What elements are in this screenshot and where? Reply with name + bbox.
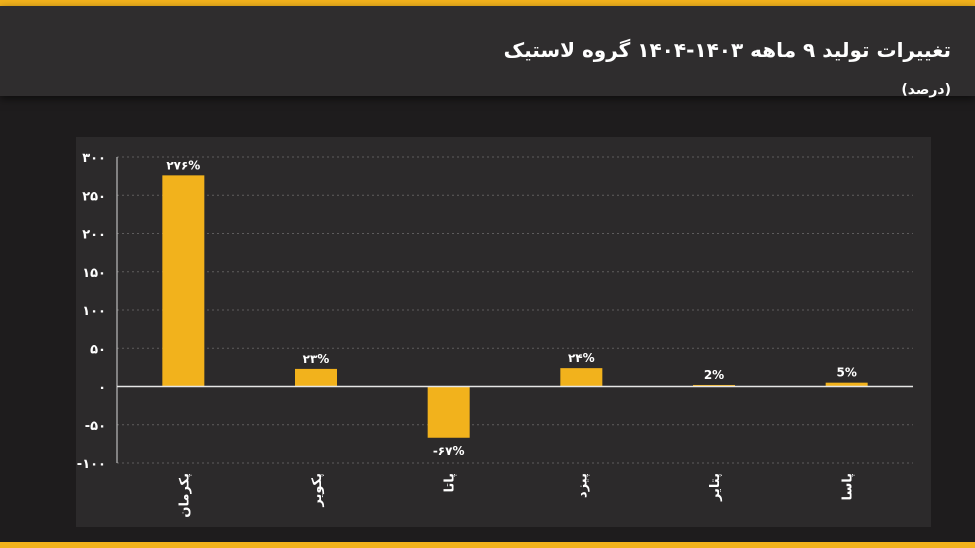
category-label: پاتا [443,473,458,493]
top-accent-bar [0,0,975,6]
chart-header: تغییرات تولید ۹ ماهه ۱۴۰۳-۱۴۰۴ گروه لاست… [0,6,975,98]
bar [295,368,337,387]
data-label: ۲۷۶% [166,158,200,172]
y-tick-label: -۵۰ [85,419,106,434]
data-label: ۲۴% [568,351,595,365]
bar [427,386,470,438]
bar [825,382,868,387]
bottom-accent-bar [0,542,975,548]
y-tick-label: ۱۵۰ [82,266,106,281]
data-label: 2% [704,368,724,382]
bar [560,368,603,387]
y-tick-label: ۱۰۰ [82,304,106,319]
y-tick-label: ۵۰ [90,342,106,357]
category-label: پاسا [841,473,856,500]
y-tick-label: ۲۰۰ [82,228,106,243]
bar [693,384,735,387]
y-tick-label: ۰ [98,381,106,396]
category-label: پتایر [708,473,723,502]
category-label: پکویر [310,473,325,508]
bar [162,175,205,387]
y-tick-label: ۲۵۰ [82,189,106,204]
data-label: ۲۳% [303,352,330,366]
category-label: پیزد [575,473,590,498]
chart-panel [76,137,931,527]
data-label: 5% [836,366,856,380]
chart-title: تغییرات تولید ۹ ماهه ۱۴۰۳-۱۴۰۴ گروه لاست… [503,38,951,62]
y-tick-label: ۳۰۰ [82,151,106,166]
data-label: -۶۷% [433,444,465,458]
chart-unit-label: (درصد) [901,82,951,98]
category-label: پکرمان [177,473,192,518]
y-tick-label: -۱۰۰ [77,457,106,472]
